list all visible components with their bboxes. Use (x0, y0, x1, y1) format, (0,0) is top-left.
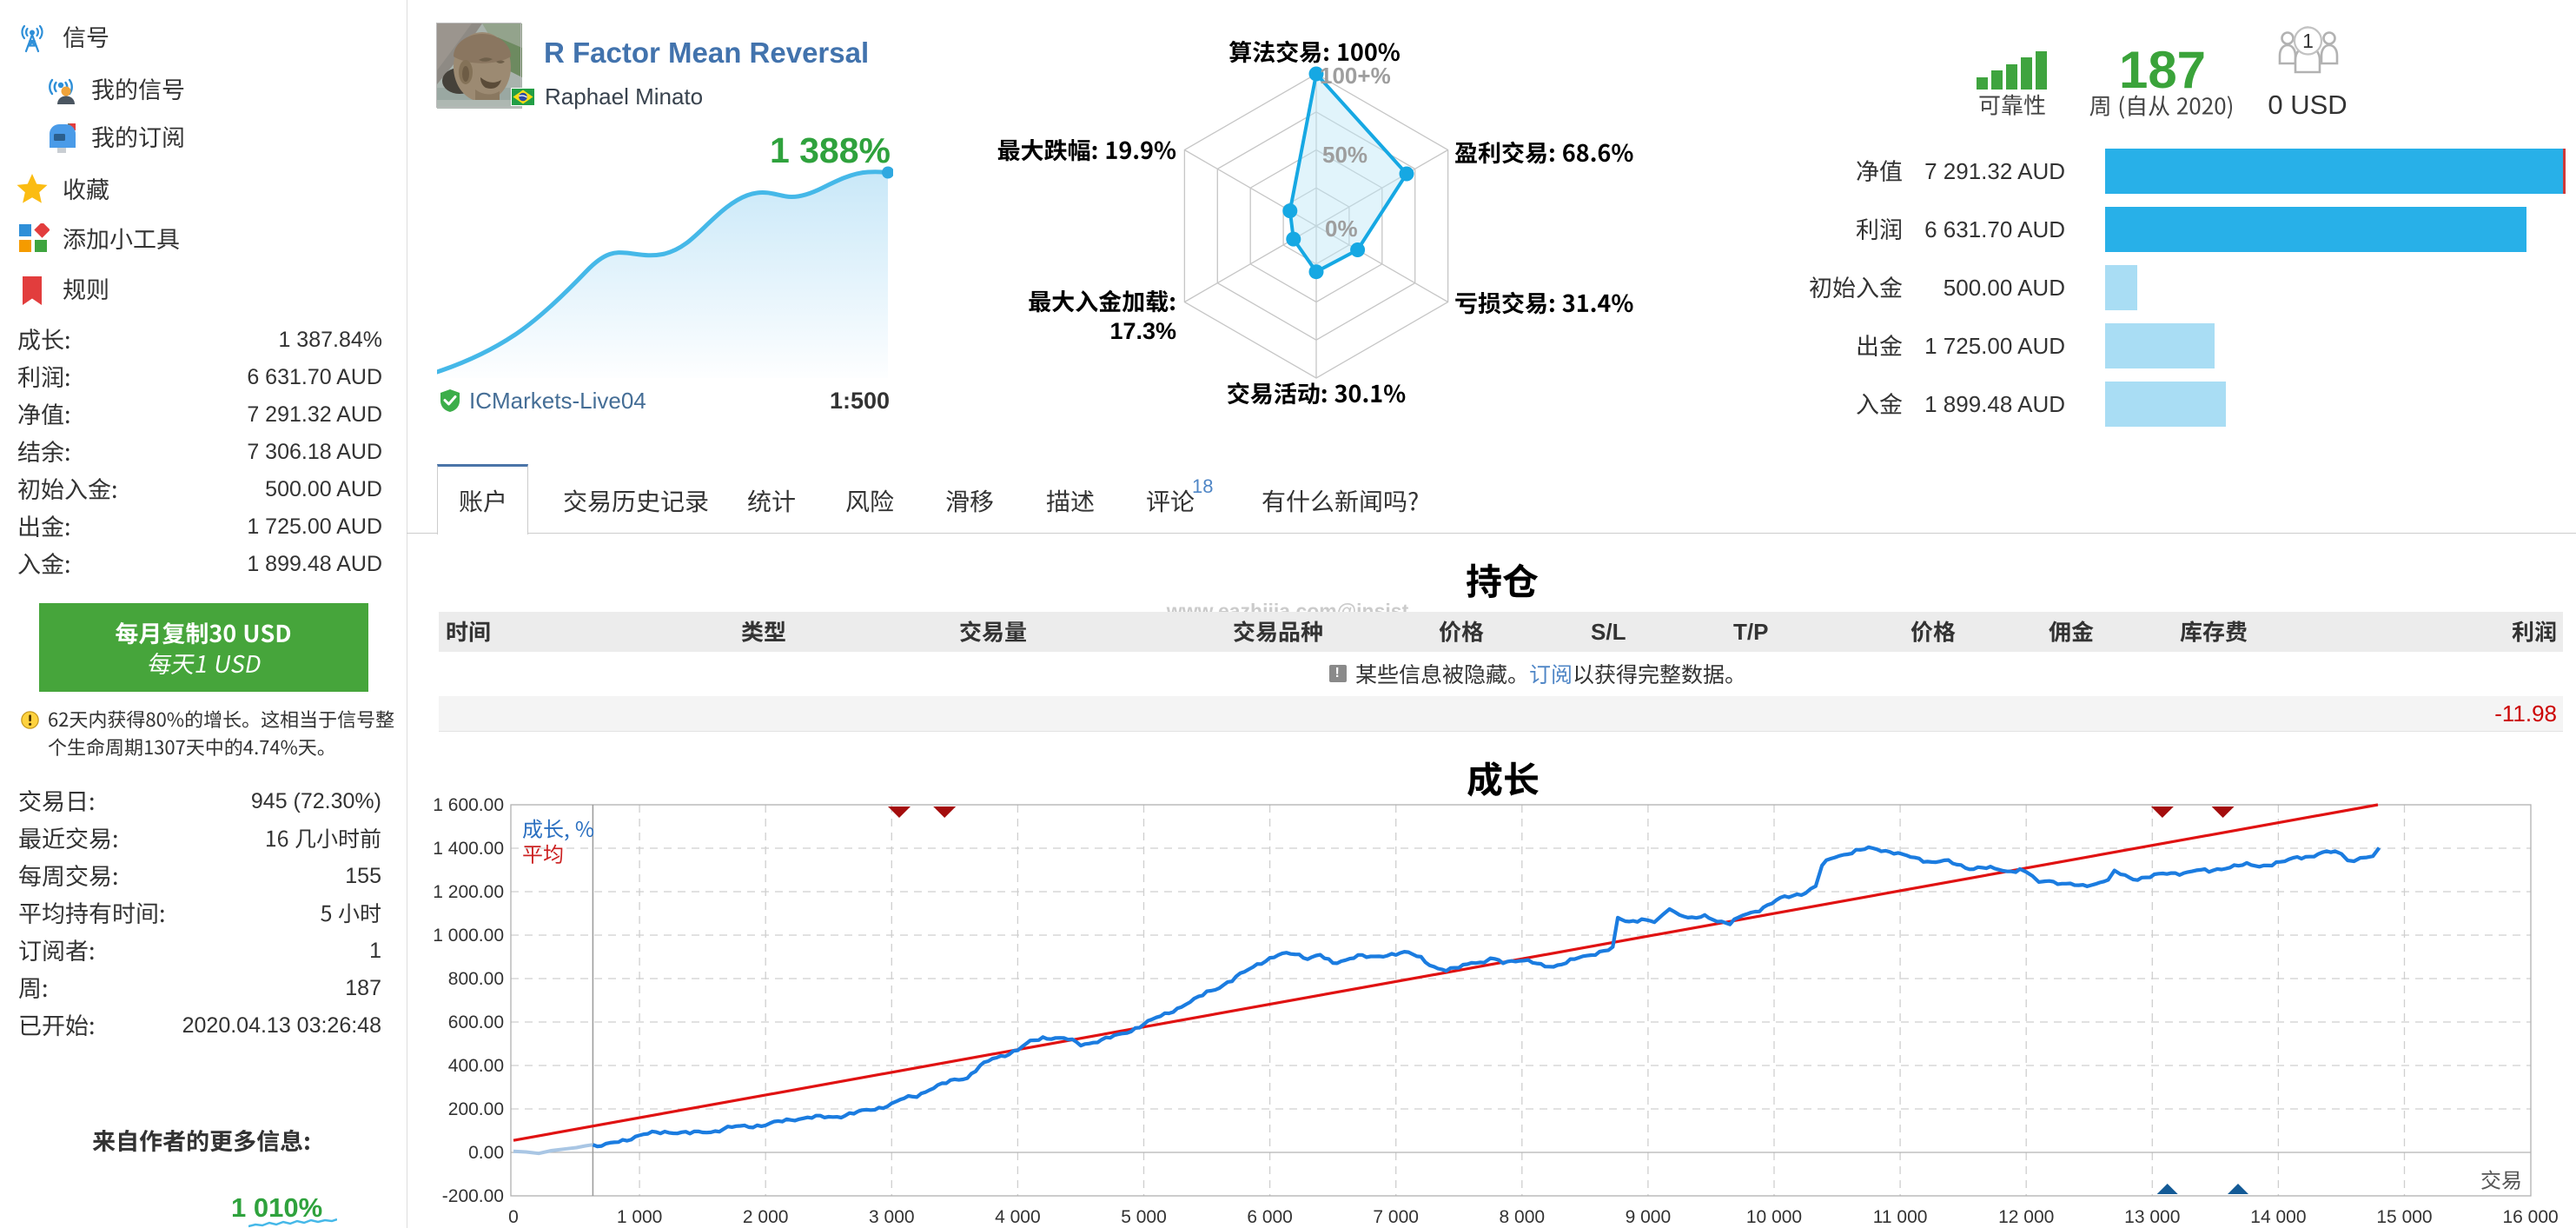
svg-text:1: 1 (2302, 30, 2314, 52)
